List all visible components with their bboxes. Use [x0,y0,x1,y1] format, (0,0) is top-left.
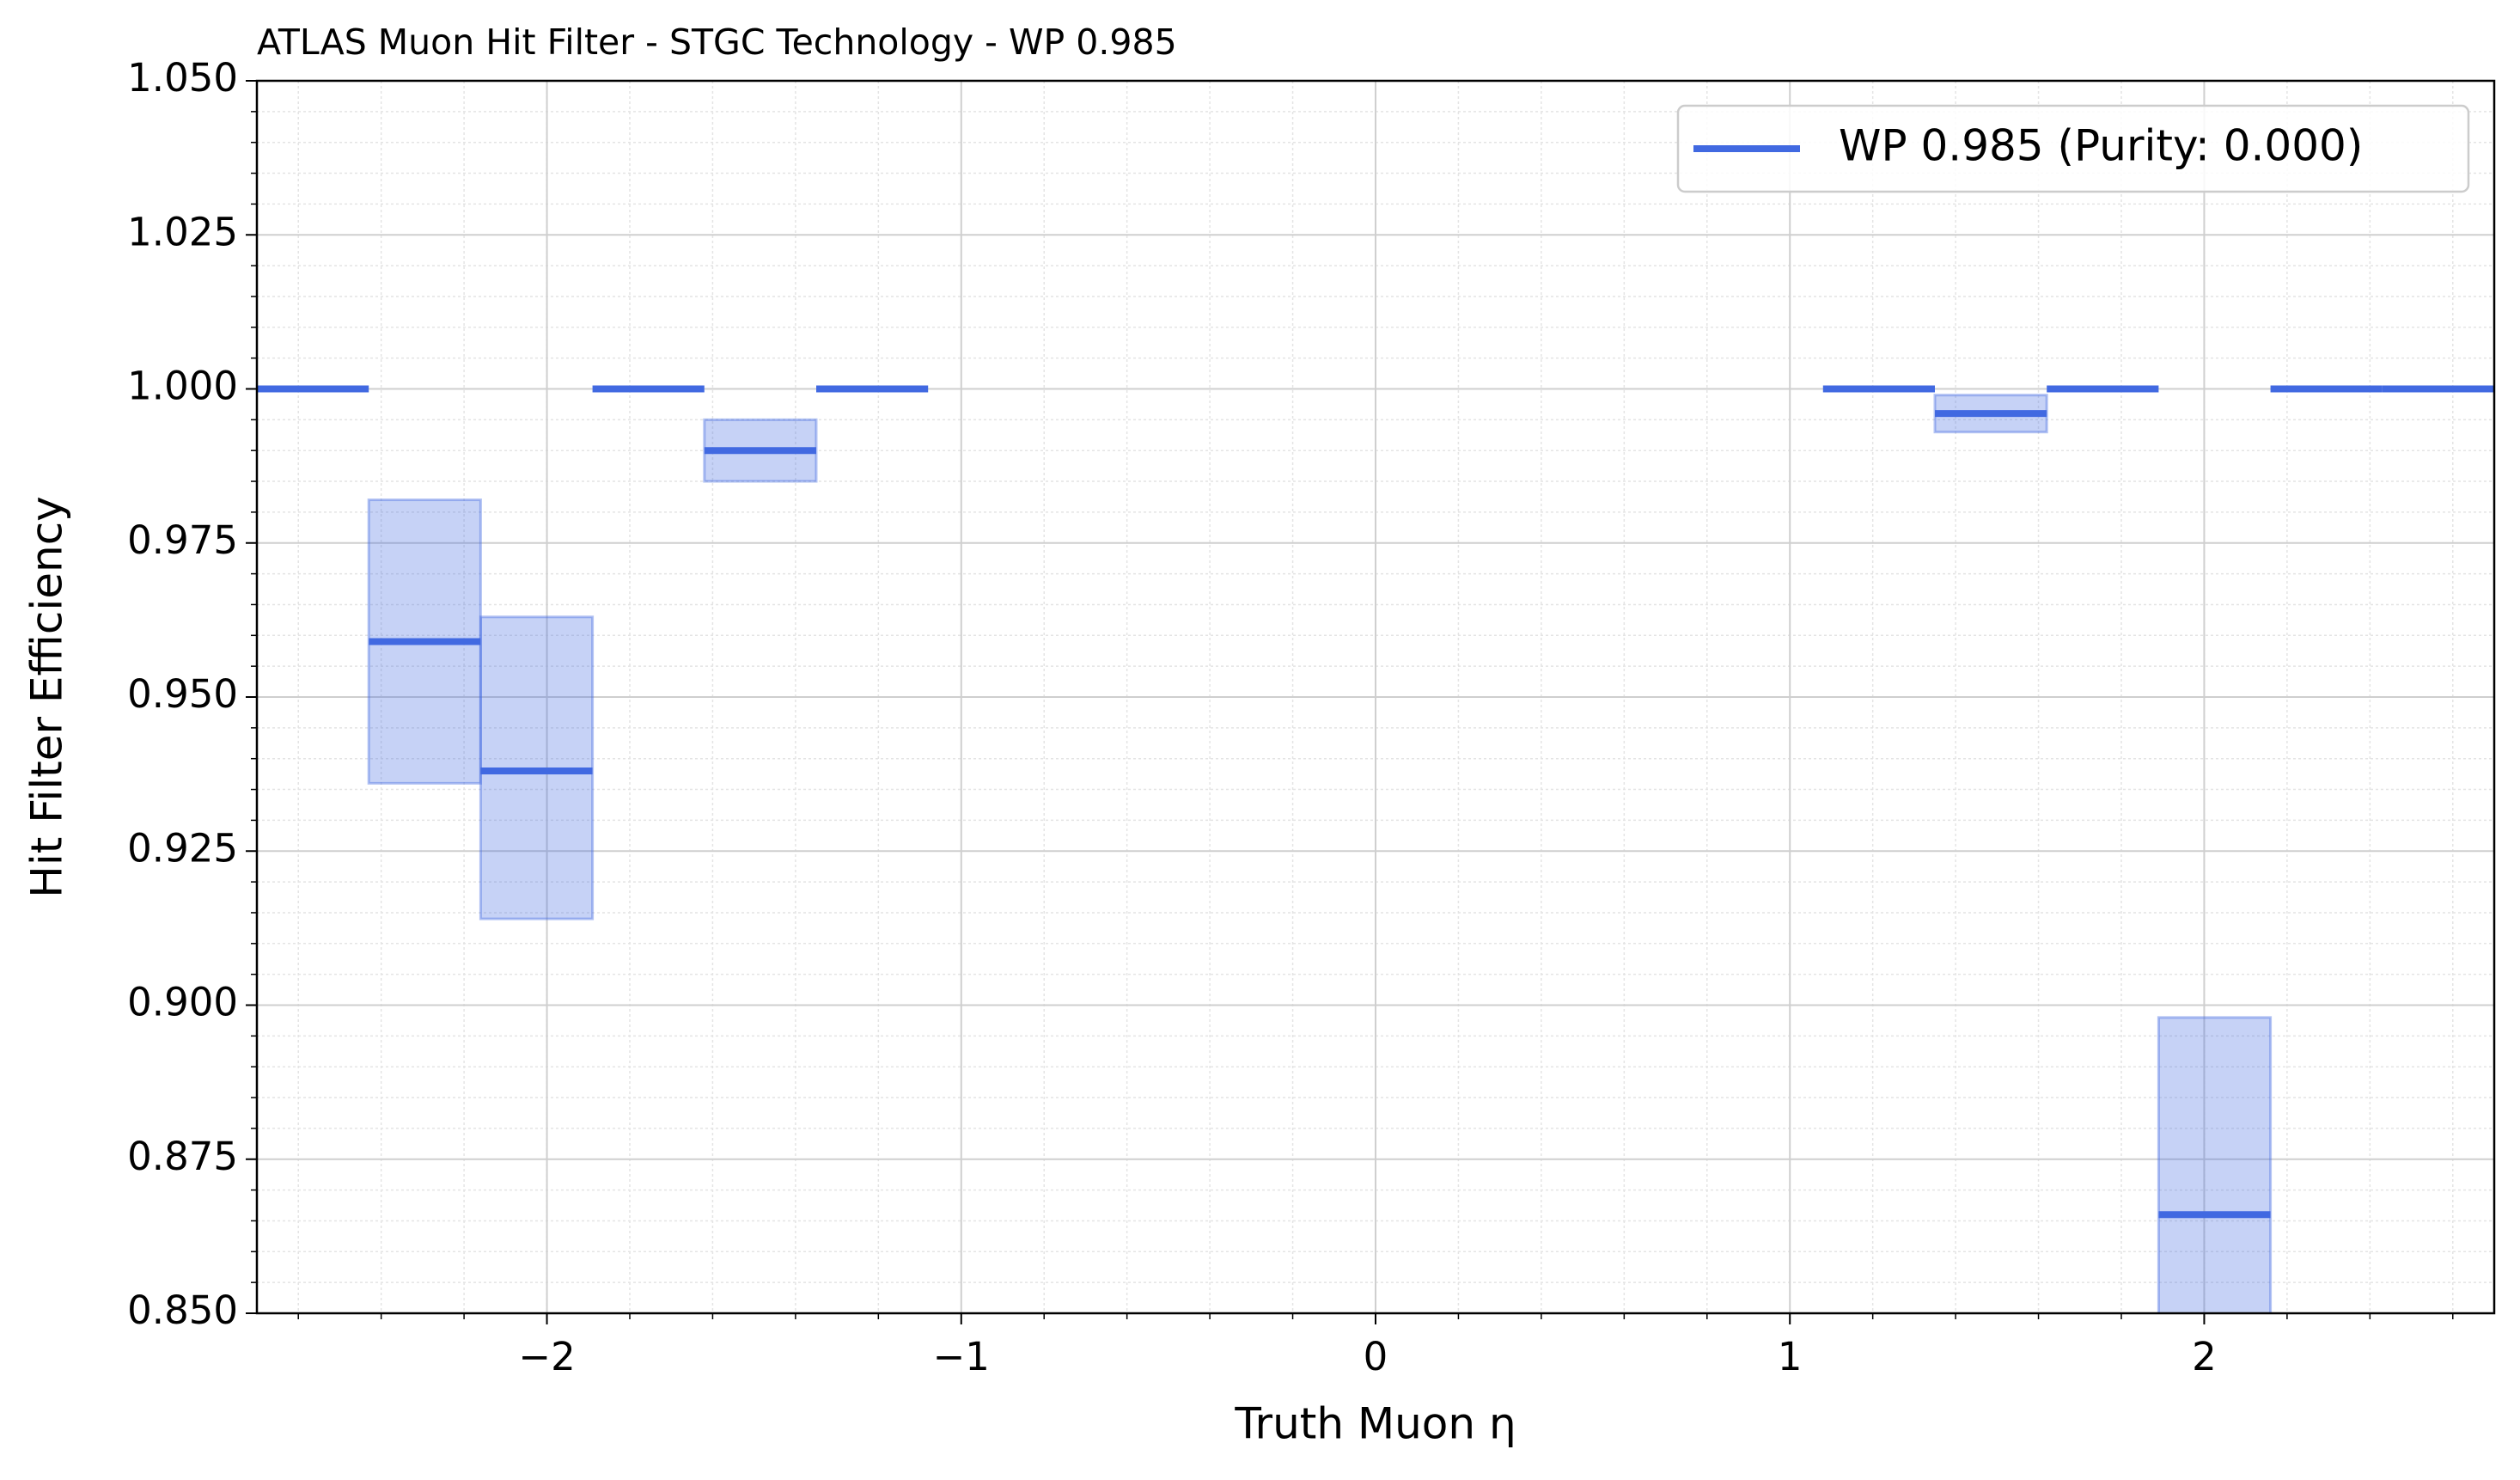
legend-label: WP 0.985 (Purity: 0.000) [1839,121,2363,171]
chart-title: ATLAS Muon Hit Filter - STGC Technology … [257,21,1177,63]
y-tick-label: 0.975 [127,517,238,563]
y-tick-label: 1.025 [127,209,238,254]
data-layer [257,385,2494,1313]
x-tick-label: 1 [1778,1334,1803,1379]
plot-layer: −2 −1 0 1 2 0.850 0.875 0.900 0.925 0.950 0.975 1.0… [127,55,2496,1379]
y-tick-label: 0.950 [127,671,238,717]
error-band [2157,1016,2273,1313]
y-tick-label: 1.050 [127,55,238,101]
y-tick-label: 0.900 [127,980,238,1025]
y-axis-label: Hit Filter Efficiency [22,496,72,898]
plot-frame [255,79,2496,1315]
x-tick-label: −1 [933,1334,990,1379]
legend: WP 0.985 (Purity: 0.000) [1676,104,2470,193]
y-tick-label: 0.850 [127,1287,238,1333]
x-tick-label: −2 [518,1334,575,1379]
y-tick-label: 0.925 [127,825,238,871]
x-tick-label: 0 [1364,1334,1388,1379]
x-axis-label: Truth Muon η [1234,1399,1516,1449]
y-tick-label: 0.875 [127,1134,238,1179]
x-tick-label: 2 [2192,1334,2217,1379]
legend-box [1676,104,2470,193]
y-tick-label: 1.000 [127,364,238,409]
